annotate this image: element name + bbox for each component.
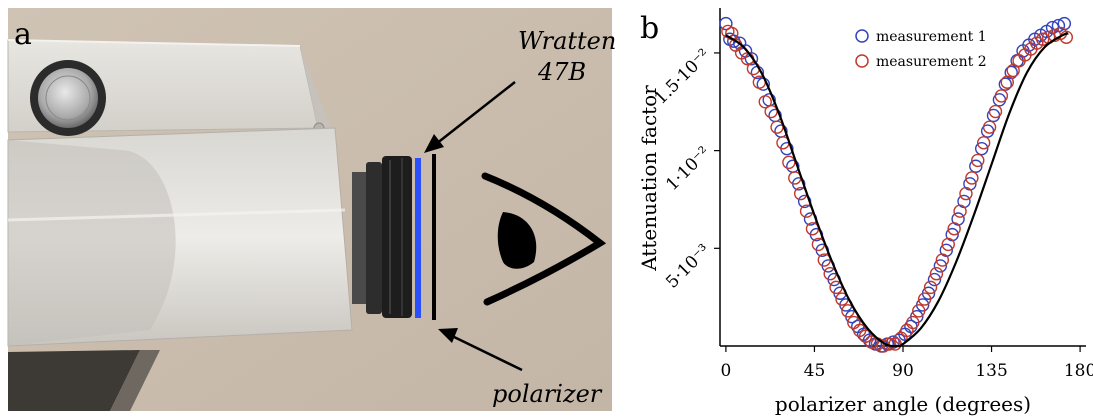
x-ticks: 0 45 90 135 180 xyxy=(720,346,1093,381)
housing-stand xyxy=(8,350,140,411)
eye-icon xyxy=(481,172,607,306)
data-point xyxy=(906,315,920,330)
y-ticks: 5·10⁻³1·10⁻²1.5·10⁻² xyxy=(651,45,720,293)
lens-barrel xyxy=(352,156,412,318)
housing-front-curve xyxy=(8,140,176,346)
data-point xyxy=(1036,32,1050,46)
x-tick-label: 45 xyxy=(804,361,826,381)
panel-a-photo: a Wratten 47B polarizer xyxy=(7,8,616,411)
filter-label-line1: Wratten xyxy=(518,27,616,55)
x-tick-label: 90 xyxy=(892,361,914,381)
panel-b-letter: b xyxy=(640,11,659,46)
x-tick-label: 180 xyxy=(1064,361,1093,381)
data-point xyxy=(953,204,967,218)
series-2-points xyxy=(721,24,1074,353)
data-point xyxy=(744,52,759,66)
data-point xyxy=(758,95,772,109)
legend-label-measurement-2: measurement 2 xyxy=(876,54,987,70)
arrow-to-polarizer xyxy=(438,328,523,372)
y-tick-label: 5·10⁻³ xyxy=(662,241,714,293)
legend-marker-measurement-1 xyxy=(855,29,869,43)
x-axis-title: polarizer angle (degrees) xyxy=(775,392,1031,416)
wratten-filter-bar xyxy=(415,158,421,318)
data-point xyxy=(994,89,1009,103)
data-point xyxy=(864,335,879,349)
legend-marker-measurement-2 xyxy=(855,54,869,68)
y-axis-title: Attenuation factor xyxy=(637,85,661,272)
data-point xyxy=(1006,63,1020,78)
legend: measurement 1 measurement 2 xyxy=(855,29,987,70)
data-point xyxy=(929,267,944,281)
data-point xyxy=(988,104,1003,119)
data-point xyxy=(982,120,997,134)
x-tick-label: 135 xyxy=(975,361,1007,381)
fit-curve xyxy=(725,32,1069,348)
filter-label-line2: 47B xyxy=(537,58,586,86)
data-point xyxy=(975,141,989,156)
adjust-knob-icon xyxy=(30,60,106,136)
panel-b-chart: b 0 45 90 135 180 5·10⁻³1·10⁻²1.5·10⁻² measu… xyxy=(637,8,1093,416)
data-point xyxy=(947,222,961,236)
data-point xyxy=(971,153,985,168)
y-tick-label: 1·10⁻² xyxy=(662,143,714,195)
housing-upper-edge xyxy=(300,46,330,128)
data-point xyxy=(935,253,950,267)
arrow-to-filter xyxy=(424,81,516,153)
data-point xyxy=(782,155,796,170)
data-point xyxy=(927,272,942,287)
data-point xyxy=(917,292,932,306)
panel-a-letter: a xyxy=(14,17,32,52)
x-tick-label: 0 xyxy=(720,361,731,381)
data-point xyxy=(969,159,983,173)
data-point xyxy=(841,304,855,318)
data-point xyxy=(965,171,979,185)
polarizer-bar xyxy=(432,154,436,320)
data-point xyxy=(923,280,938,295)
data-point xyxy=(998,77,1013,91)
legend-label-measurement-1: measurement 1 xyxy=(876,29,987,45)
data-point xyxy=(719,16,733,31)
data-point xyxy=(912,304,926,318)
data-point xyxy=(933,259,948,273)
data-point xyxy=(1000,75,1014,89)
data-point xyxy=(959,186,973,201)
data-point xyxy=(976,136,991,150)
polarizer-label: polarizer xyxy=(492,380,603,408)
data-point xyxy=(941,237,955,252)
series-layer xyxy=(719,16,1074,353)
